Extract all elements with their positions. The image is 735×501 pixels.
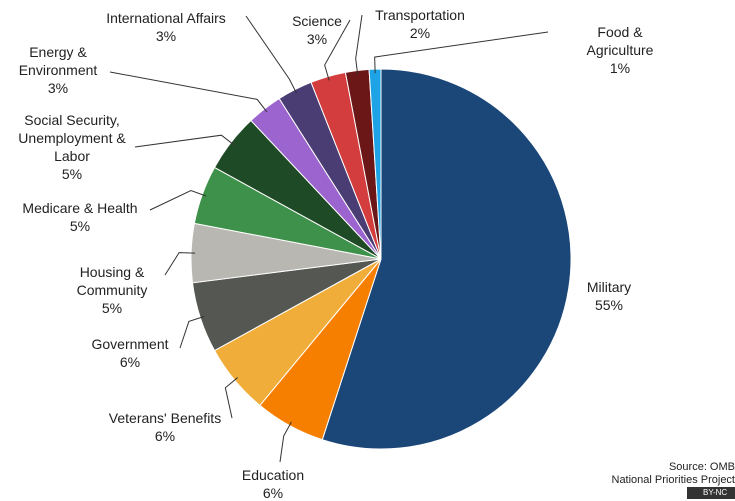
slice-label: Veterans' Benefits 6% [109, 409, 221, 445]
value-label: 55% [594, 297, 624, 313]
category-label: Energy & Environment [18, 44, 98, 78]
slice-label: International Affairs 3% [106, 9, 226, 45]
leader-line [279, 421, 292, 463]
slice-label: Food & Agriculture 1% [563, 23, 678, 77]
value-label: 1% [609, 60, 631, 76]
category-label: Transportation [375, 7, 465, 23]
slice-label: Transportation 2% [375, 6, 465, 42]
license-badge: BY-NC [687, 487, 735, 499]
leader-line [355, 14, 363, 75]
category-label: Education [241, 467, 305, 483]
category-label: Social Security, Unemployment & Labor [18, 112, 126, 164]
slice-label: Education 6% [242, 466, 304, 501]
value-label: 2% [409, 25, 431, 41]
slice-label: Housing & Community 5% [77, 263, 148, 317]
category-label: Food & Agriculture [586, 24, 654, 58]
leader-line [179, 316, 205, 349]
source: Source: OMB [668, 461, 735, 473]
category-label: Housing & Community [76, 264, 148, 298]
category-label: Medicare & Health [22, 200, 138, 216]
category-label: Military [586, 279, 632, 295]
value-label: 6% [119, 354, 141, 370]
leader-line [324, 19, 351, 81]
leader-line [109, 71, 268, 113]
category-label: Government [91, 336, 169, 352]
slice-label: Government 6% [91, 335, 168, 371]
leader-line [149, 190, 207, 211]
slice-label: Medicare & Health 5% [22, 199, 137, 235]
slice [321, 68, 572, 450]
leader-line [245, 15, 298, 94]
leader-line [164, 252, 196, 276]
value-label: 3% [155, 28, 177, 44]
value-label: 3% [306, 31, 328, 47]
slice-label: Social Security, Unemployment & Labor 5% [18, 111, 125, 183]
leader-line [224, 377, 239, 419]
leader-line [374, 31, 549, 74]
slice-label: Science 3% [292, 12, 342, 48]
value-label: 3% [47, 80, 69, 96]
value-label: 6% [262, 485, 284, 501]
category-label: Science [292, 13, 342, 29]
category-label: International Affairs [106, 10, 226, 26]
value-label: 5% [101, 300, 123, 316]
value-label: 6% [154, 428, 176, 444]
source: National Priorities Project [611, 474, 735, 486]
value-label: 5% [69, 218, 91, 234]
category-label: Veterans' Benefits [108, 410, 222, 426]
value-label: 5% [61, 166, 83, 182]
slice-label: Military 55% [587, 278, 631, 314]
slice-label: Energy & Environment 3% [19, 43, 98, 97]
leader-line [134, 134, 235, 148]
